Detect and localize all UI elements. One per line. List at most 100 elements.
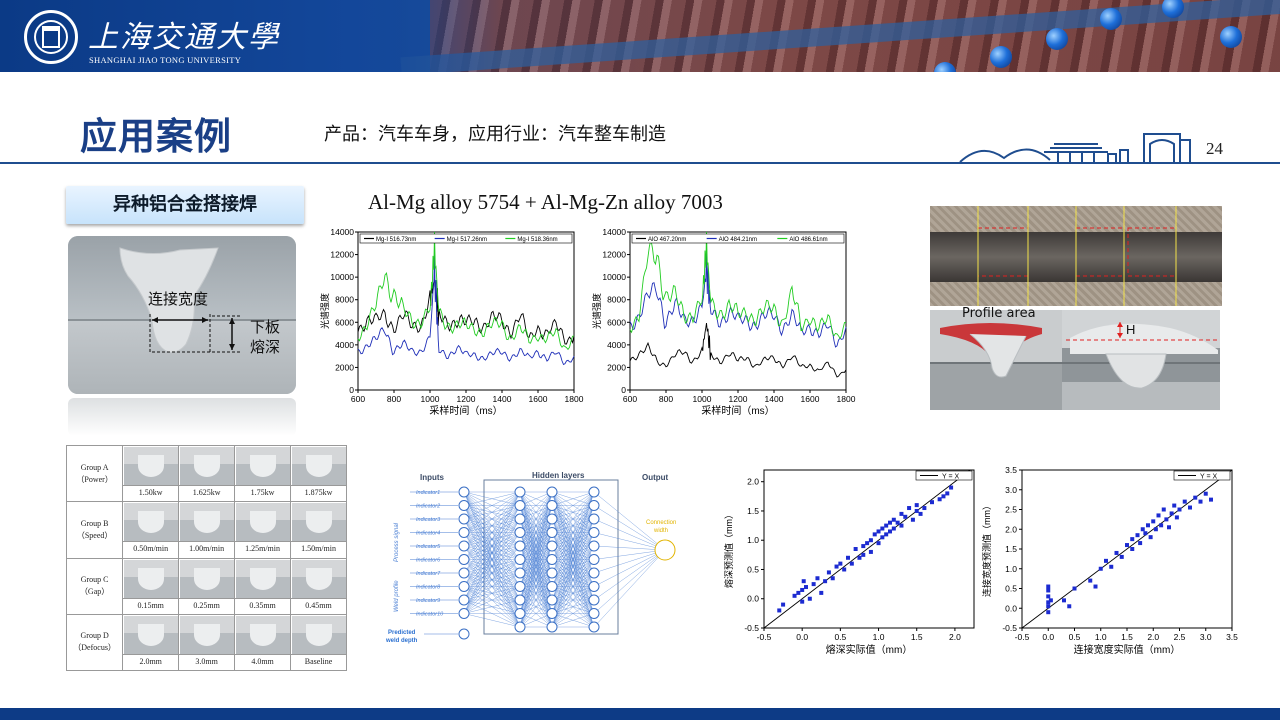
scatter-point [853,547,858,551]
scatter-point [838,561,843,566]
series-line [357,231,575,351]
x-axis-label: 采样时间（ms） [701,404,774,417]
network-edge [463,572,521,614]
connection-width-label-line2: width [653,528,668,534]
legend-box [915,470,973,481]
sample-value: 1.875kw [291,485,346,499]
hidden-node [546,594,558,606]
scatter-point [899,523,904,528]
scatter-point [884,523,889,528]
scatter-point [1046,600,1051,605]
scatter-point [842,567,847,572]
weld-profile-label: Weld profile [394,580,400,612]
x-tick-label: 1400 [493,394,512,404]
page-title: 应用案例 [80,115,232,158]
scatter-point [888,520,892,525]
scatter-point [1088,578,1093,583]
sample-cell: 0.50m/min [122,501,180,559]
legend-label: AlO 467.20nm [648,237,686,243]
sample-value: 1.00m/min [179,541,235,555]
scatter-point [895,520,900,525]
y-tick-label: 12000 [330,250,354,260]
table-row: Group D （Defocus） 2.0mm 3.0mm 4.0mm Baseline [65,613,347,672]
input-node [458,594,470,606]
legend-label: Mg-I 516.73nm [376,237,416,243]
network-edge [593,532,666,551]
legend-label: Mg-I 517.26nm [447,237,487,243]
network-edge [463,613,521,628]
network-edge [463,491,521,547]
sample-value: 0.35mm [235,597,291,612]
y-tick-label: 8000 [335,295,354,305]
network-edge [463,491,521,560]
series-line [629,323,847,378]
scatter-point [1167,525,1171,530]
spectrum-chart-alo: 600 800 1000 1200 1400 1600 1800 0 2000 4000 6000 8… [591,227,856,417]
x-axis-label: 连接宽度实际值（mm） [1074,643,1181,656]
y-axis-label: 熔深预测值（mm） [723,510,734,588]
sample-value: 0.15mm [123,597,179,612]
scatter-point [1130,547,1135,551]
scatter-point [1177,507,1182,512]
sample-value: 1.75kw [235,485,291,499]
profile-area-label: Profile area [962,306,1036,321]
scatter-point [826,570,831,575]
x-tick-label: 1600 [801,394,820,404]
hidden-node [514,500,526,511]
sample-cell: 0.45mm [290,557,347,615]
network-edge [463,586,521,614]
x-tick-label: 0.5 [834,632,846,642]
legend-label: AlO 486.61nm [789,237,827,243]
cross-section-thumbnail [123,447,178,485]
network-edge [519,586,553,628]
hidden-node [546,500,558,511]
network-edge [463,491,521,574]
indicator-label: Indicator9 [416,598,440,604]
x-axis-label: 采样时间（ms） [429,404,502,417]
y-tick-label: 0.5 [1005,584,1017,594]
y-tick-label: 10000 [602,272,626,282]
scatter-point [1067,604,1072,609]
hidden-node [588,594,600,606]
input-node [458,500,470,511]
x-tick-label: 1.5 [911,632,923,642]
scatter-point [1046,594,1051,599]
sample-cell: 1.50kw [122,444,180,503]
profile-shapes: H [940,322,1218,389]
network-edge [593,549,666,587]
scatter-point [937,497,942,502]
alloy-title: Al-Mg alloy 5754 + Al-Mg-Zn alloy 7003 [368,190,723,214]
network-edge [519,599,553,628]
scatter-point [1098,566,1103,571]
x-tick-label: 1000 [421,394,440,404]
scatter-point [930,500,934,505]
hidden-node [514,527,526,538]
scatter-point [846,555,850,560]
weld-cross-section-photo: 连接宽度 下板 熔深 [68,236,296,394]
y-tick-label: 3.0 [1005,485,1017,495]
scatter-point [1143,531,1148,536]
group-name: Group A [80,462,109,472]
header-banner [0,0,1280,72]
y-tick-label: 0 [621,385,626,395]
network-edge [463,491,521,506]
scatter-point [777,608,782,613]
banner-lantern-icon [934,62,956,72]
network-edge [463,491,521,520]
sample-cell: 0.15mm [122,557,180,615]
sample-cell: 1.625kw [178,444,236,503]
network-edge [551,491,595,547]
cross-section-thumbnail [179,503,234,542]
y-tick-label: 12000 [602,250,626,260]
x-tick-label: 1800 [565,394,584,404]
scatter-point [876,529,881,534]
group-name: Group D [80,631,109,641]
scatter-point [1046,588,1051,593]
scatter-point [891,517,896,522]
cross-section-thumbnail [235,615,290,654]
cross-section-thumbnail [123,503,178,542]
network-edge [551,491,595,574]
network-edge [463,559,521,614]
footer-bar [0,708,1280,720]
weld-depth-label-line1: 下板 [250,318,281,336]
